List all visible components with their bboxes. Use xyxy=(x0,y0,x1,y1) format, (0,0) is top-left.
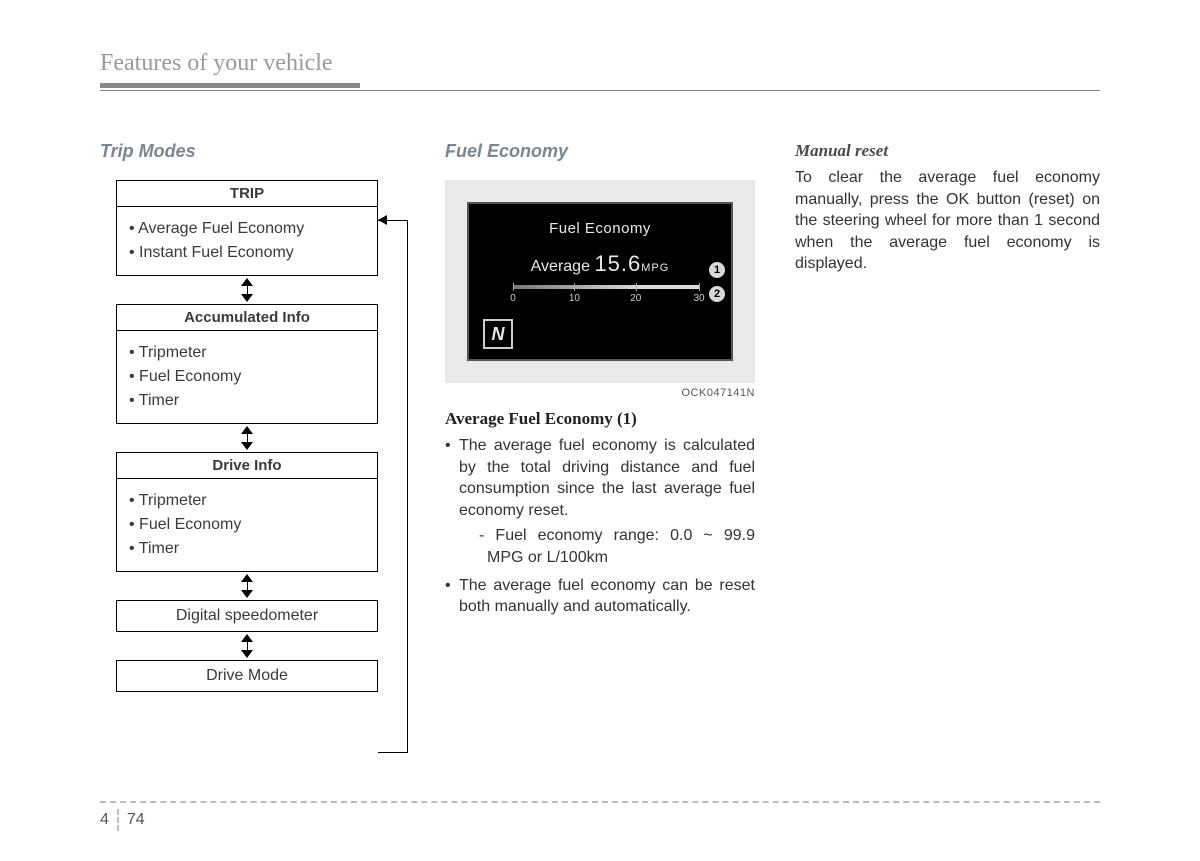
flow-arrow xyxy=(116,424,378,452)
lcd-scale: 0 10 20 30 xyxy=(513,283,699,305)
box-drive-info-body: • Tripmeter • Fuel Economy • Timer xyxy=(117,479,377,571)
gear-indicator: N xyxy=(483,319,513,349)
acc-item: • Fuel Economy xyxy=(129,365,365,389)
chapter-title: Features of your vehicle xyxy=(100,50,1100,77)
column-fuel-economy: Fuel Economy Fuel Economy Average 15.6MP… xyxy=(445,141,755,692)
column-trip-modes: Trip Modes TRIP • Average Fuel Economy •… xyxy=(100,141,405,692)
lcd-average-unit: MPG xyxy=(641,262,669,274)
flow-loop-line xyxy=(378,220,408,753)
flow-loop-arrowhead xyxy=(378,215,387,225)
box-digital-speedometer: Digital speedometer xyxy=(116,600,378,632)
lcd-average-line: Average 15.6MPG xyxy=(483,251,717,277)
trip-modes-heading: Trip Modes xyxy=(100,141,405,162)
flow-arrow xyxy=(116,632,378,660)
lcd-title: Fuel Economy xyxy=(483,220,717,237)
flow-arrow xyxy=(116,572,378,600)
acc-item: • Tripmeter xyxy=(129,341,365,365)
lcd-average-label: Average xyxy=(531,258,590,275)
box-trip-body: • Average Fuel Economy • Instant Fuel Ec… xyxy=(117,207,377,275)
lcd-screen: Fuel Economy Average 15.6MPG 0 10 20 30 … xyxy=(467,202,733,361)
page-footer: 4 74 xyxy=(100,801,1100,831)
column-manual-reset: Manual reset To clear the average fuel e… xyxy=(795,141,1100,692)
box-accumulated-body: • Tripmeter • Fuel Economy • Timer xyxy=(117,331,377,423)
average-fuel-economy-subhead: Average Fuel Economy (1) xyxy=(445,409,755,429)
section-number: 4 xyxy=(100,811,109,829)
title-rule-thin xyxy=(100,90,1100,91)
callout-2-icon: 2 xyxy=(709,286,725,302)
trip-modes-flowchart: TRIP • Average Fuel Economy • Instant Fu… xyxy=(100,180,405,692)
box-accumulated: Accumulated Info • Tripmeter • Fuel Econ… xyxy=(116,304,378,424)
bullet-subitem: - Fuel economy range: 0.0 ~ 99.9 MPG or … xyxy=(473,525,755,568)
title-rule-thick xyxy=(100,83,360,88)
flow-arrow xyxy=(116,276,378,304)
content-columns: Trip Modes TRIP • Average Fuel Economy •… xyxy=(100,141,1100,692)
lcd-average-value: 15.6 xyxy=(594,251,641,276)
image-reference-code: OCK047141N xyxy=(445,387,755,399)
box-trip-title: TRIP xyxy=(117,181,377,207)
drv-item: • Tripmeter xyxy=(129,489,365,513)
drv-item: • Timer xyxy=(129,537,365,561)
box-drive-info: Drive Info • Tripmeter • Fuel Economy • … xyxy=(116,452,378,572)
fuel-economy-bullets: The average fuel economy is calculated b… xyxy=(445,435,755,618)
page-number: 4 74 xyxy=(100,809,1100,831)
page-num: 74 xyxy=(127,811,145,829)
drive-mode-label: Drive Mode xyxy=(117,661,377,691)
trip-item: • Average Fuel Economy xyxy=(129,217,365,241)
digital-speedometer-label: Digital speedometer xyxy=(117,601,377,631)
acc-item: • Timer xyxy=(129,389,365,413)
box-drive-mode: Drive Mode xyxy=(116,660,378,692)
manual-reset-heading: Manual reset xyxy=(795,141,1100,161)
manual-reset-paragraph: To clear the average fuel economy manual… xyxy=(795,167,1100,275)
box-trip: TRIP • Average Fuel Economy • Instant Fu… xyxy=(116,180,378,276)
lcd-frame: Fuel Economy Average 15.6MPG 0 10 20 30 … xyxy=(445,180,755,383)
bullet-item: The average fuel economy can be reset bo… xyxy=(445,575,755,618)
manual-page: Features of your vehicle Trip Modes TRIP… xyxy=(0,0,1200,692)
box-accumulated-title: Accumulated Info xyxy=(117,305,377,331)
callout-1-icon: 1 xyxy=(709,262,725,278)
fuel-economy-heading: Fuel Economy xyxy=(445,141,755,162)
trip-item: • Instant Fuel Economy xyxy=(129,241,365,265)
drv-item: • Fuel Economy xyxy=(129,513,365,537)
box-drive-info-title: Drive Info xyxy=(117,453,377,479)
bullet-item: The average fuel economy is calculated b… xyxy=(445,435,755,569)
footer-dashed-line xyxy=(100,801,1100,803)
page-divider xyxy=(117,809,119,831)
